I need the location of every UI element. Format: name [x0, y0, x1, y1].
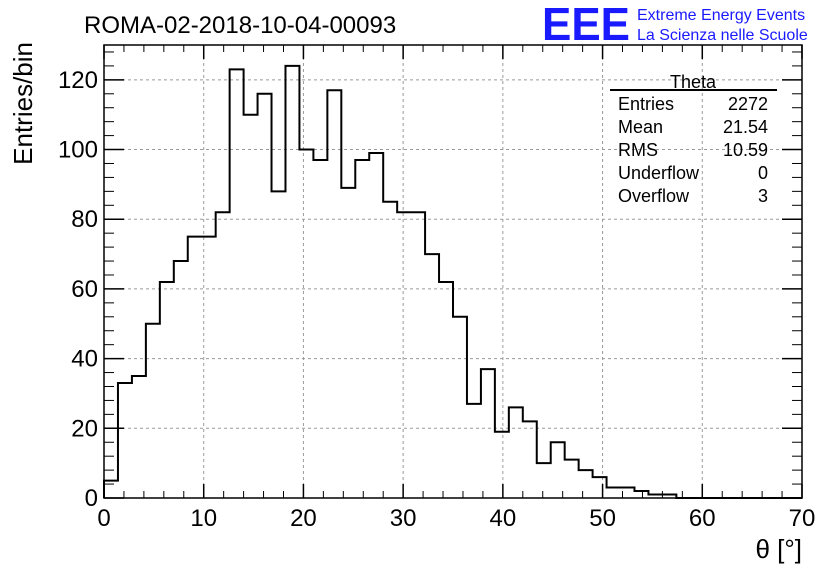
stats-title: Theta — [670, 72, 717, 92]
stats-label-mean: Mean — [618, 117, 663, 137]
x-tick-label-0: 0 — [97, 505, 110, 532]
x-tick-label-60: 60 — [689, 505, 716, 532]
x-axis-label: θ [°] — [755, 534, 802, 564]
x-tick-label-10: 10 — [190, 505, 217, 532]
x-tick-label-30: 30 — [390, 505, 417, 532]
y-tick-label-0: 0 — [85, 485, 98, 512]
y-tick-label-120: 120 — [58, 67, 98, 94]
x-tick-label-20: 20 — [290, 505, 317, 532]
y-tick-label-60: 60 — [71, 276, 98, 303]
stats-label-rms: RMS — [618, 140, 658, 160]
y-tick-label-40: 40 — [71, 346, 98, 373]
eee-logo-line2: La Scienza nelle Scuole — [637, 27, 808, 44]
grid-lines — [104, 45, 802, 498]
x-tick-label-70: 70 — [789, 505, 816, 532]
stats-value-entries: 2272 — [728, 94, 768, 114]
stats-label-overflow: Overflow — [618, 186, 690, 206]
axis-ticks — [103, 45, 803, 499]
stats-value-mean: 21.54 — [723, 117, 768, 137]
y-tick-label-20: 20 — [71, 415, 98, 442]
y-axis-label: Entries/bin — [8, 42, 38, 165]
histogram-outline — [103, 64, 802, 499]
stats-value-rms: 10.59 — [723, 140, 768, 160]
stats-label-entries: Entries — [618, 94, 674, 114]
chart-title: ROMA-02-2018-10-04-00093 — [84, 12, 396, 39]
x-tick-label-40: 40 — [490, 505, 517, 532]
eee-logo: EEE Extreme Energy Events La Scienza nel… — [542, 0, 808, 50]
stats-box: Theta Entries 2272 Mean 21.54 RMS 10.59 … — [610, 72, 777, 206]
x-tick-label-50: 50 — [589, 505, 616, 532]
stats-value-underflow: 0 — [758, 163, 768, 183]
y-tick-label-80: 80 — [71, 206, 98, 233]
eee-logo-line1: Extreme Energy Events — [637, 7, 805, 24]
plot-frame — [103, 44, 803, 499]
eee-logo-mark: EEE — [542, 0, 630, 50]
y-tick-label-100: 100 — [58, 137, 98, 164]
stats-label-underflow: Underflow — [618, 163, 700, 183]
stats-value-overflow: 3 — [758, 186, 768, 206]
